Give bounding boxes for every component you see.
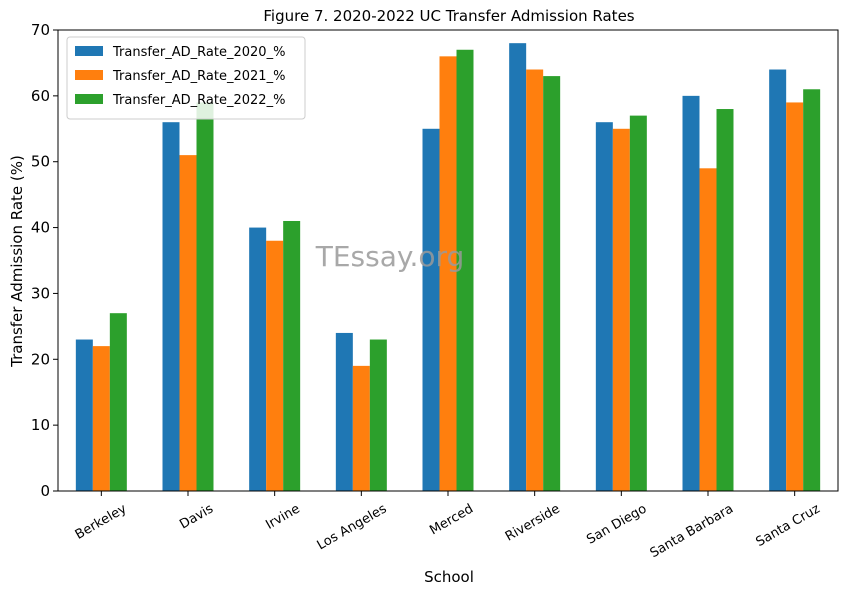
bar-merced-series-1 xyxy=(422,128,440,492)
watermark: TEssay.org xyxy=(315,240,465,273)
y-tick-label: 20 xyxy=(31,350,50,368)
x-axis-label: School xyxy=(424,568,474,586)
y-tick-label: 10 xyxy=(31,416,50,434)
bar-irvine-series-2 xyxy=(266,240,284,491)
legend-entry-label: Transfer_AD_Rate_2021_% xyxy=(112,69,285,84)
y-tick-label: 40 xyxy=(31,219,50,237)
bar-davis-series-3 xyxy=(196,102,214,491)
legend: Transfer_AD_Rate_2020_% Transfer_AD_Rate_… xyxy=(66,36,306,120)
y-tick-label: 0 xyxy=(40,482,50,500)
bar-berkeley-series-2 xyxy=(92,346,110,491)
y-tick-label: 30 xyxy=(31,284,50,302)
bar-irvine-series-1 xyxy=(249,227,267,492)
bar-davis-series-2 xyxy=(179,155,197,491)
legend-swatch xyxy=(75,94,103,104)
legend-swatch xyxy=(75,46,103,56)
x-tick-label: San Diego xyxy=(584,501,649,547)
bar-riverside-series-2 xyxy=(526,69,544,491)
legend-entry-label: Transfer_AD_Rate_2022_% xyxy=(112,93,285,108)
x-tick-label: Santa Barbara xyxy=(648,501,736,561)
legend-entry-label: Transfer_AD_Rate_2020_% xyxy=(112,45,285,60)
bar-los-angeles-series-2 xyxy=(352,365,370,491)
bar-los-angeles-series-1 xyxy=(335,332,353,491)
bar-berkeley-series-1 xyxy=(75,339,93,491)
bar-berkeley-series-3 xyxy=(109,313,127,491)
bar-riverside-series-3 xyxy=(543,76,561,491)
legend-swatch xyxy=(75,70,103,80)
bar-merced-series-2 xyxy=(439,56,457,491)
bar-san-diego-series-2 xyxy=(612,128,630,492)
bar-merced-series-3 xyxy=(456,49,474,491)
chart-title: Figure 7. 2020-2022 UC Transfer Admissio… xyxy=(263,7,634,25)
legend-box xyxy=(66,36,306,120)
x-tick-label: Santa Cruz xyxy=(754,501,823,550)
bar-santa-barbara-series-1 xyxy=(682,95,700,491)
bar-santa-cruz-series-1 xyxy=(769,69,787,491)
x-tick-label: Riverside xyxy=(503,501,563,544)
y-tick-label: 50 xyxy=(31,153,50,171)
bar-santa-cruz-series-3 xyxy=(803,89,821,492)
bar-davis-series-1 xyxy=(162,122,180,491)
x-tick-label: Davis xyxy=(177,501,216,532)
y-axis-label: Transfer Admission Rate (%) xyxy=(8,155,26,368)
x-tick-label: Berkeley xyxy=(73,501,130,542)
bar-santa-cruz-series-2 xyxy=(786,102,804,491)
bar-san-diego-series-3 xyxy=(629,115,647,491)
bar-riverside-series-1 xyxy=(509,43,527,492)
x-tick-label: Los Angeles xyxy=(315,501,390,553)
y-tick-label: 60 xyxy=(31,87,50,105)
y-tick-label: 70 xyxy=(31,21,50,39)
x-tick-label: Merced xyxy=(427,501,476,538)
bar-san-diego-series-1 xyxy=(595,122,613,491)
x-tick-label: Irvine xyxy=(263,501,302,532)
bar-santa-barbara-series-2 xyxy=(699,168,717,492)
bar-los-angeles-series-3 xyxy=(369,339,387,491)
plot-area: 0 10 20 30 40 50 60 70 Berkeley Davis Irvine Los An… xyxy=(31,21,839,561)
bar-irvine-series-3 xyxy=(283,220,301,491)
bar-santa-barbara-series-3 xyxy=(716,109,734,492)
